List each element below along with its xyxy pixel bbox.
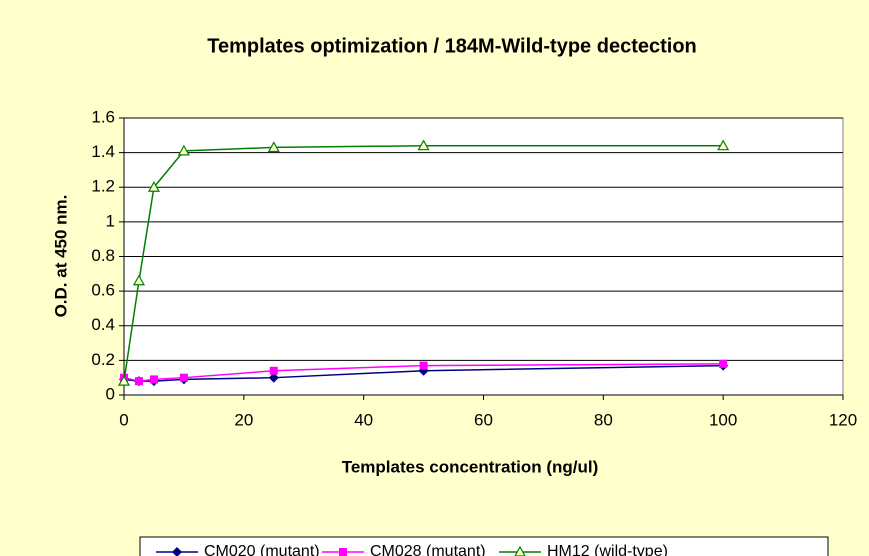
x-tick-label: 40 (354, 410, 373, 429)
x-tick-label: 120 (829, 410, 857, 429)
x-tick-label: 20 (234, 410, 253, 429)
x-tick-label: 100 (709, 410, 737, 429)
legend-marker (172, 547, 182, 556)
x-tick-label: 0 (119, 410, 128, 429)
marker (719, 359, 728, 368)
y-tick-label: 1.2 (91, 177, 115, 196)
marker (267, 141, 280, 153)
marker (269, 366, 278, 375)
legend-label: CM020 (mutant) (204, 543, 320, 556)
x-axis-label: Templates concentration (ng/ul) (342, 457, 599, 476)
marker (419, 361, 428, 370)
y-tick-label: 0.2 (91, 350, 115, 369)
legend-label: CM028 (mutant) (370, 543, 486, 556)
y-axis-label: O.D. at 450 nm. (51, 195, 70, 318)
marker (132, 274, 145, 286)
legend-marker (514, 545, 526, 556)
y-tick-label: 0.4 (91, 315, 115, 334)
y-tick-label: 1.6 (91, 107, 115, 126)
marker (147, 181, 160, 192)
y-tick-label: 0.8 (91, 246, 115, 265)
legend (139, 536, 829, 556)
marker (134, 377, 143, 386)
x-tick-label: 80 (594, 410, 613, 429)
y-tick-label: 0 (106, 384, 115, 403)
y-tick-label: 0.6 (91, 281, 115, 300)
marker (717, 139, 730, 151)
x-tick-label: 60 (474, 410, 493, 429)
marker (149, 375, 158, 384)
marker (177, 144, 190, 156)
marker (117, 374, 131, 386)
legend-label: HM12 (wild-type) (547, 543, 668, 556)
y-tick-label: 1.4 (91, 142, 115, 161)
chart-title: Templates optimization / 184M-Wild-type … (207, 35, 697, 57)
marker (417, 139, 430, 151)
marker (268, 372, 279, 383)
marker (179, 373, 188, 382)
y-tick-label: 1 (106, 211, 115, 230)
legend-marker (339, 548, 347, 556)
